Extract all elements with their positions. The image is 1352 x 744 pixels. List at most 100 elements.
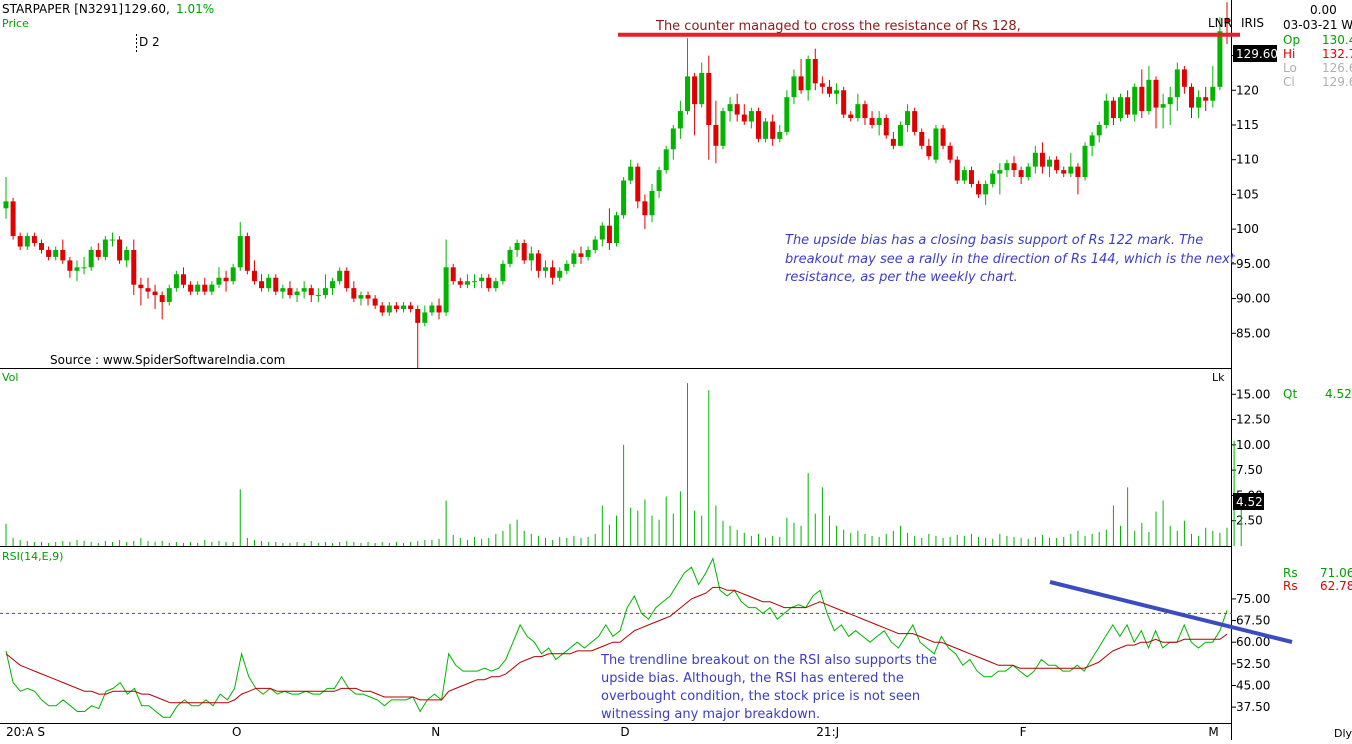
high-label: Hi: [1283, 47, 1295, 61]
candle-body: [1125, 97, 1131, 115]
candle: [500, 260, 506, 285]
candle-body: [543, 267, 549, 271]
volume-tag: 4.52: [1236, 495, 1263, 509]
volume-axis-tick-label: 10.00: [1236, 438, 1270, 452]
candle-body: [131, 249, 137, 285]
candle: [379, 302, 385, 316]
candle: [1011, 156, 1017, 178]
candle-body: [1075, 166, 1081, 178]
candle: [266, 274, 272, 292]
candle-body: [990, 173, 996, 184]
candle: [812, 48, 818, 91]
candle: [1196, 90, 1202, 119]
bias-annotation-line: resistance, as per the weekly chart.: [785, 270, 1018, 285]
candle: [109, 232, 115, 247]
candle-body: [727, 104, 733, 112]
candle-body: [180, 274, 186, 285]
period-label: Dly: [1334, 727, 1352, 740]
candle: [216, 267, 222, 289]
candle: [202, 277, 208, 296]
rsi-signal-label: Rs: [1283, 579, 1298, 593]
candle-body: [223, 277, 229, 282]
candle: [677, 100, 683, 139]
candle: [450, 263, 456, 285]
volume-axis-tick-label: 7.50: [1236, 463, 1263, 477]
candle: [74, 260, 80, 282]
candle: [81, 256, 87, 275]
candle-body: [1096, 124, 1102, 136]
candle: [102, 236, 108, 261]
candle-body: [152, 291, 158, 296]
rsi-series: [5, 557, 1228, 718]
candle: [819, 76, 825, 94]
price-tag: 129.60: [1236, 47, 1278, 61]
date-axis-label: 21:J: [816, 725, 839, 739]
candle: [606, 208, 612, 250]
candle-body: [195, 284, 201, 292]
candle: [528, 246, 534, 271]
candle-body: [777, 131, 783, 139]
candle: [954, 156, 960, 184]
candle: [592, 236, 598, 254]
candle-body: [784, 97, 790, 132]
candle-body: [138, 284, 144, 289]
candle-body: [642, 201, 648, 216]
rsi-axis-tick-label: 60.00: [1236, 635, 1270, 649]
candle-body: [401, 305, 407, 309]
candle: [422, 305, 428, 327]
candle: [1039, 142, 1045, 174]
candle-body: [926, 145, 932, 157]
candle: [507, 246, 513, 268]
candle-body: [102, 239, 108, 257]
candle: [1167, 86, 1173, 125]
lk-label: Lk: [1212, 371, 1225, 384]
candle-body: [997, 170, 1003, 174]
candle: [968, 166, 974, 188]
candle: [358, 291, 364, 306]
candle-body: [1039, 152, 1045, 167]
candle: [1004, 159, 1010, 178]
candle-body: [1061, 170, 1067, 174]
candle-body: [408, 305, 414, 309]
candle-body: [1025, 166, 1031, 178]
candle: [564, 260, 570, 275]
candle-body: [10, 201, 16, 237]
lnr-label: LNR: [1208, 16, 1232, 30]
candle: [571, 249, 577, 268]
date-axis-label: O: [232, 725, 241, 739]
candle-body: [322, 288, 328, 296]
candle: [337, 267, 343, 285]
candle-body: [521, 243, 527, 261]
candle: [486, 274, 492, 292]
candle: [372, 295, 378, 309]
candle: [287, 281, 293, 299]
price-axis-tick-label: 85.00: [1236, 326, 1270, 340]
candle: [1146, 65, 1152, 115]
candle-body: [393, 305, 399, 309]
candle: [38, 239, 44, 254]
candle-body: [38, 243, 44, 250]
candle: [188, 281, 194, 296]
candle-body: [188, 284, 194, 292]
low-value: 126.65: [1322, 61, 1352, 75]
candle: [897, 121, 903, 146]
candle-body: [755, 111, 761, 139]
candle: [1217, 17, 1223, 91]
candle: [493, 277, 499, 292]
candle-body: [117, 239, 123, 261]
candle-body: [60, 249, 66, 261]
candle-body: [486, 277, 492, 289]
candle-body: [912, 111, 918, 132]
candle-body: [1196, 97, 1202, 108]
candle-body: [1011, 163, 1017, 171]
candle: [259, 274, 265, 292]
candle-body: [1210, 86, 1216, 101]
candle: [826, 79, 832, 98]
candle: [649, 184, 655, 223]
candle: [990, 170, 996, 188]
candle: [940, 124, 946, 150]
candle: [1032, 145, 1038, 174]
candle-body: [968, 170, 974, 184]
candle: [521, 239, 527, 264]
